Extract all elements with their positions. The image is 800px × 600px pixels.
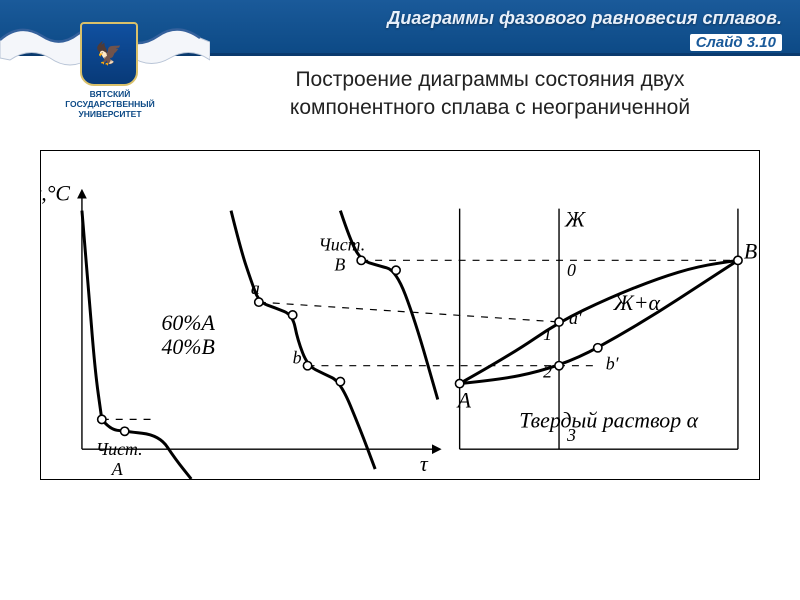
svg-text:B: B — [744, 239, 757, 263]
body-title-line-1: Построение диаграммы состояния двух — [200, 66, 780, 94]
svg-text:Ж+α: Ж+α — [613, 291, 661, 315]
svg-text:0: 0 — [567, 260, 576, 280]
svg-text:a′: a′ — [569, 308, 583, 328]
svg-text:1: 1 — [543, 324, 552, 344]
svg-text:t,°C: t,°C — [41, 182, 70, 206]
body-title: Построение диаграммы состояния двух комп… — [200, 66, 780, 123]
university-crest: 🦅 — [80, 22, 138, 86]
slide-number: Слайд 3.10 — [690, 34, 782, 51]
svg-text:B: B — [334, 254, 345, 274]
body-title-line-2: компонентного сплава с неограниченной — [200, 94, 780, 122]
university-name: ВЯТСКИЙ ГОСУДАРСТВЕННЫЙ УНИВЕРСИТЕТ — [62, 90, 158, 119]
slide-root: Диаграммы фазового равновесия сплавов. С… — [0, 0, 800, 600]
svg-text:Ж: Ж — [564, 208, 586, 232]
svg-text:b: b — [293, 348, 302, 368]
svg-text:τ: τ — [420, 452, 429, 476]
svg-text:a: a — [251, 278, 260, 298]
svg-text:A: A — [111, 459, 123, 479]
svg-text:40%B: 40%B — [161, 335, 214, 359]
svg-text:Чист.: Чист. — [96, 439, 143, 459]
uni-line-3: УНИВЕРСИТЕТ — [62, 110, 158, 120]
header-title: Диаграммы фазового равновесия сплавов. — [387, 8, 782, 29]
svg-text:Твердый раствор α: Твердый раствор α — [519, 408, 698, 432]
crest-eagle-icon: 🦅 — [95, 41, 122, 67]
svg-text:b′: b′ — [606, 354, 620, 374]
phase-diagram-figure: t,°Cτab60%A40%BЧист.AЧист.B0123ЖЖ+αТверд… — [40, 150, 760, 480]
svg-text:A: A — [456, 388, 472, 412]
svg-text:Чист.: Чист. — [318, 234, 365, 254]
svg-text:2: 2 — [543, 362, 552, 382]
svg-text:60%A: 60%A — [161, 311, 215, 335]
